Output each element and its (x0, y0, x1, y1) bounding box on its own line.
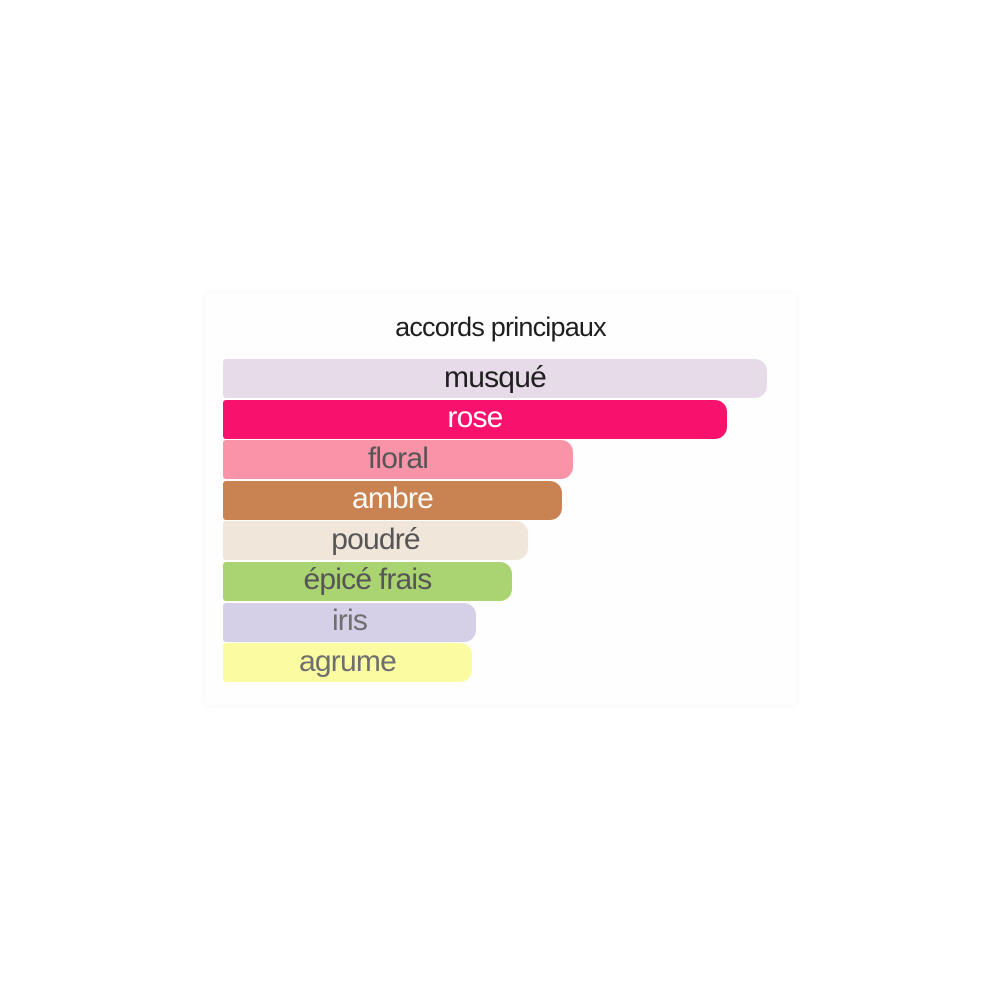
accord-label: agrume (299, 644, 397, 678)
accord-bar-floral: floral (223, 440, 573, 480)
accord-label: musqué (444, 360, 547, 394)
accord-bar-poudre: poudré (223, 521, 528, 561)
accord-label: épicé frais (303, 563, 433, 597)
accord-bar-ambre: ambre (223, 480, 562, 520)
accord-bar-musque: musqué (223, 359, 767, 398)
accord-bar-epice-frais: épicé frais (223, 561, 512, 601)
accord-label: poudré (331, 522, 420, 556)
accord-label: floral (367, 441, 429, 475)
accord-label: rose (447, 401, 503, 435)
accord-bar-agrume: agrume (223, 643, 472, 683)
accord-bar-rose: rose (223, 399, 727, 439)
accord-label: iris (331, 604, 368, 638)
accords-bars: musqué rose floral ambre poudré épicé frais ir… (223, 359, 796, 684)
accord-bar-iris: iris (223, 602, 476, 642)
accords-card: accords principaux musqué rose floral ambre… (205, 293, 796, 705)
accords-title: accords principaux (395, 312, 607, 342)
accord-label: ambre (351, 482, 434, 516)
